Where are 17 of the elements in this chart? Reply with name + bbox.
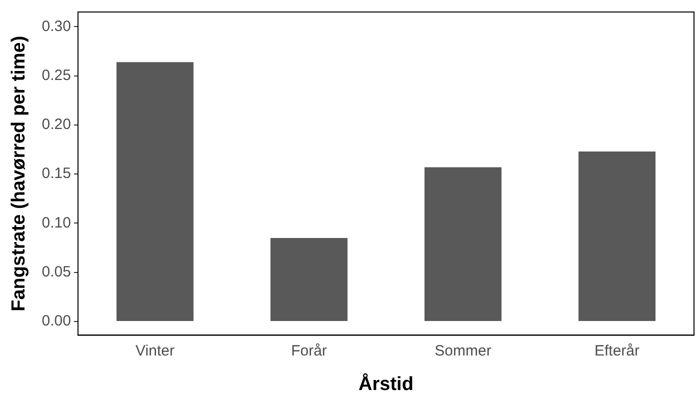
bar bbox=[116, 62, 194, 321]
x-tick-label: Vinter bbox=[136, 342, 174, 360]
x-tick-label: Forår bbox=[291, 342, 327, 360]
y-tick-label: 0.25 bbox=[42, 66, 71, 84]
bar bbox=[270, 238, 348, 321]
bar bbox=[424, 167, 502, 321]
y-tick-label: 0.30 bbox=[42, 18, 71, 35]
y-tick-label: 0.00 bbox=[42, 312, 71, 330]
y-tick-label: 0.20 bbox=[42, 116, 71, 134]
x-tick-label: Sommer bbox=[434, 342, 492, 360]
y-tick-label: 0.15 bbox=[42, 165, 71, 182]
x-axis-title: Årstid bbox=[358, 372, 414, 395]
x-tick-label: Efterår bbox=[594, 342, 640, 360]
y-tick-label: 0.10 bbox=[42, 214, 71, 232]
bar bbox=[578, 151, 656, 321]
y-tick-label: 0.05 bbox=[42, 263, 71, 280]
y-axis-title: Fangstrate (havørred per time) bbox=[8, 36, 30, 312]
